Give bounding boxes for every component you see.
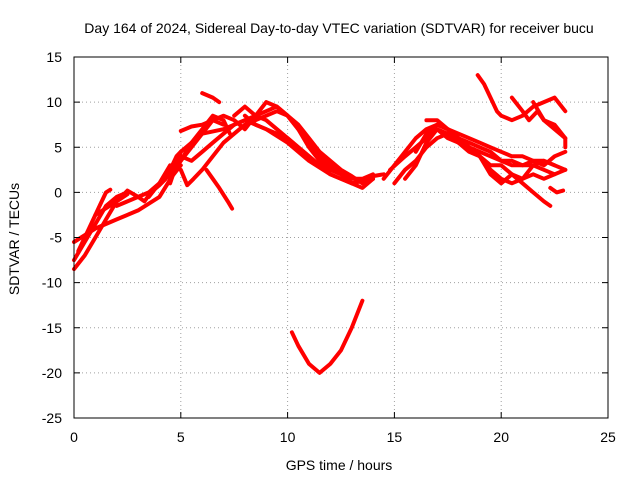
x-tick-label: 25: [600, 429, 616, 445]
y-tick-label: 5: [54, 139, 62, 155]
series-arc-15: [242, 113, 386, 186]
y-tick-label: -15: [42, 320, 62, 336]
x-tick-label: 15: [387, 429, 403, 445]
series-arc-16: [289, 298, 365, 375]
y-tick-label: 0: [54, 184, 62, 200]
chart-title: Day 164 of 2024, Sidereal Day-to-day VTE…: [84, 20, 593, 36]
x-axis-label: GPS time / hours: [286, 457, 393, 473]
series-arc-26: [548, 185, 566, 195]
series-arc-23: [475, 73, 568, 123]
series-arc-13: [204, 167, 235, 211]
y-tick-label: -10: [42, 275, 62, 291]
y-tick-label: -25: [42, 410, 62, 426]
x-tick-label: 10: [280, 429, 296, 445]
y-tick-label: -5: [50, 230, 63, 246]
x-tick-label: 20: [493, 429, 509, 445]
series-layer: [72, 73, 568, 375]
series-arc-25: [531, 100, 568, 150]
y-tick-label: 15: [46, 49, 62, 65]
axis-ticks: 0 5 10 15 20 25 15 10 5 0 -5 -10 -15 -20 -25: [42, 49, 616, 445]
series-arc-22: [424, 118, 568, 168]
y-tick-label: -20: [42, 365, 62, 381]
y-tick-label: 10: [46, 94, 62, 110]
x-tick-label: 5: [177, 429, 185, 445]
series-arc-12: [200, 91, 222, 105]
x-tick-label: 0: [70, 429, 78, 445]
y-axis-label: SDTVAR / TECUs: [6, 183, 22, 295]
series-arc-7: [146, 109, 375, 199]
